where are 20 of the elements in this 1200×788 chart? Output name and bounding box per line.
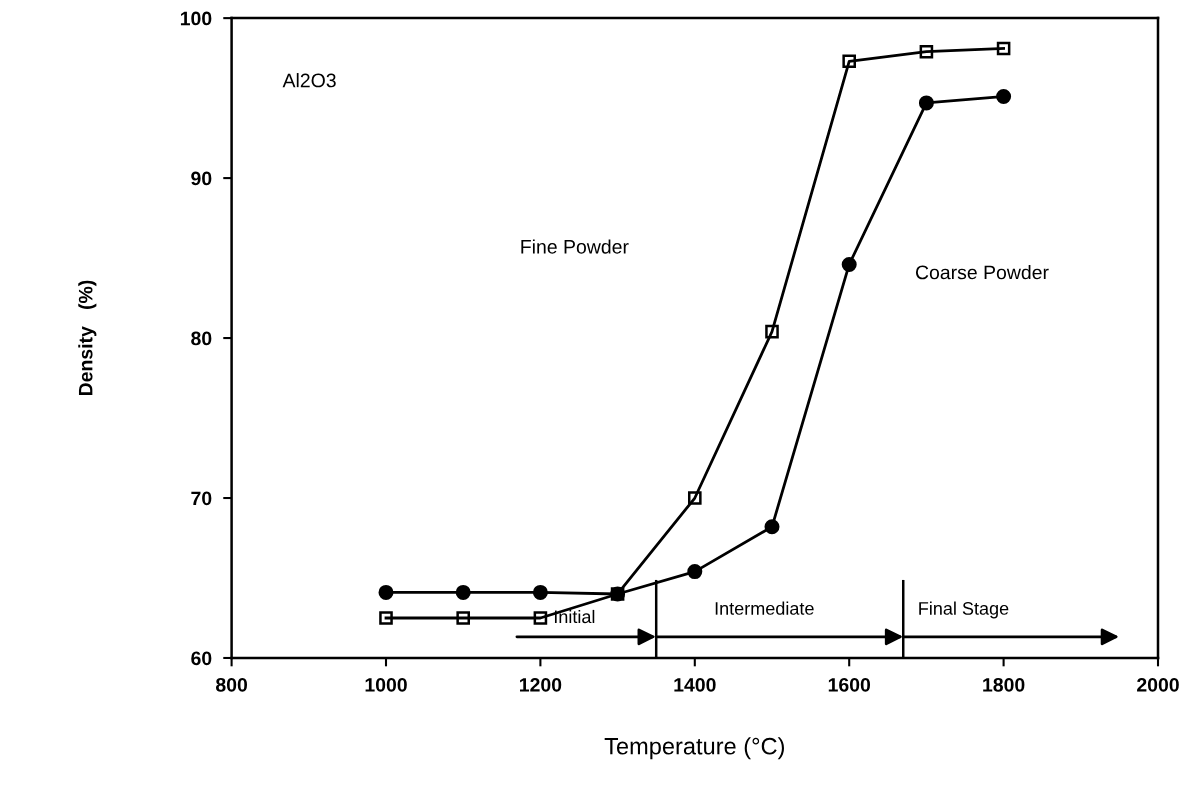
x-tick-label: 1000 [365, 677, 407, 692]
x-tick-label: 1400 [674, 677, 716, 692]
annotation: Al2O3 [282, 73, 336, 88]
y-tick-label: 90 [191, 171, 212, 186]
y-tick-label: 100 [180, 11, 212, 26]
y-axis-title: Density (%) [78, 280, 97, 396]
x-tick-label: 800 [216, 677, 248, 692]
annotation: Intermediate [715, 601, 814, 615]
annotation: Fine Powder [521, 239, 629, 254]
y-tick-label: 80 [191, 331, 212, 346]
y-tick-label: 70 [191, 491, 212, 506]
annotation: Initial [554, 609, 595, 624]
annotation: Coarse Powder [915, 265, 1049, 280]
x-tick-label: 2000 [1137, 677, 1179, 692]
annotation: Final Stage [919, 601, 1009, 619]
x-axis-title: Temperature (°C) [604, 737, 784, 760]
x-tick-label: 1600 [828, 677, 871, 692]
y-tick-label: 60 [191, 651, 212, 666]
x-tick-label: 1200 [520, 677, 562, 692]
x-tick-label: 1800 [983, 677, 1025, 692]
